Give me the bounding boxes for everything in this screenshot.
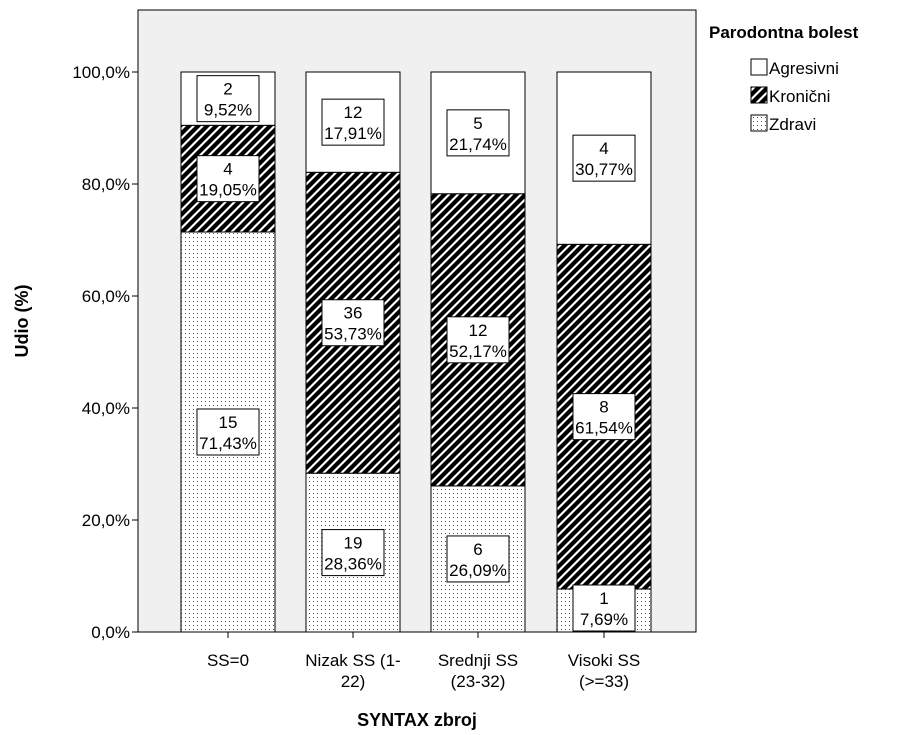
data-label-percent: 52,17% [449,342,507,361]
legend-swatch-kronini [750,86,768,104]
y-tick-label: 40,0% [82,399,130,418]
data-label-count: 4 [223,160,232,179]
x-tick-label: (23-32) [451,672,506,691]
data-label-percent: 71,43% [199,434,257,453]
data-label-count: 2 [223,80,232,99]
data-label-box [196,75,260,123]
y-tick-label: 60,0% [82,287,130,306]
data-label-box [572,584,636,632]
data-label-percent: 7,69% [580,610,628,629]
x-tick-label: Visoki SS [568,651,640,670]
x-tick-label: Srednji SS [438,651,518,670]
y-tick-label: 100,0% [72,63,130,82]
legend-title: Parodontna bolest [709,23,859,42]
legend: Parodontna bolest Agresivni Kronični Zdravi [709,23,859,134]
data-label-percent: 19,05% [199,181,257,200]
y-tick-label: 80,0% [82,175,130,194]
data-label-count: 19 [344,534,363,553]
data-label-count: 8 [599,398,608,417]
x-tick-label: (>=33) [579,672,629,691]
data-label-box [196,408,260,456]
data-label-count: 4 [599,139,608,158]
x-tick-label: 22) [341,672,366,691]
x-tick-label: SS=0 [207,651,249,670]
data-labels: 1571,43%419,05%29,52%1928,36%3653,73%121… [196,75,636,632]
data-label-box [321,299,385,347]
axes: 0,0% 20,0% 40,0% 60,0% 80,0% 100,0% SS=0 Nizak … [12,63,696,730]
data-label-box [321,98,385,146]
data-label-count: 12 [344,103,363,122]
data-label-percent: 9,52% [204,101,252,120]
data-label-count: 36 [344,304,363,323]
y-tick-label: 20,0% [82,511,130,530]
data-label-percent: 30,77% [575,160,633,179]
y-tick-label: 0,0% [91,623,130,642]
data-label-percent: 61,54% [575,419,633,438]
data-label-count: 12 [469,321,488,340]
legend-label: Kronični [769,87,830,106]
data-label-percent: 21,74% [449,135,507,154]
y-axis-title: Udio (%) [12,285,32,358]
data-label-percent: 26,09% [449,561,507,580]
data-label-box [572,134,636,182]
data-label-count: 6 [473,540,482,559]
data-label-count: 5 [473,114,482,133]
x-tick-label: Nizak SS (1- [305,651,400,670]
data-label-count: 1 [599,589,608,608]
data-label-box [446,535,510,583]
data-label-box [446,316,510,364]
legend-swatch-zdravi [750,114,768,132]
data-label-box [572,393,636,441]
legend-label: Zdravi [769,115,816,134]
data-label-box [321,529,385,577]
legend-swatch-agresivni [750,58,768,76]
data-label-percent: 53,73% [324,325,382,344]
x-axis-title: SYNTAX zbroj [357,710,477,730]
legend-label: Agresivni [769,59,839,78]
data-label-box [196,155,260,203]
data-label-count: 15 [219,413,238,432]
data-label-box [446,109,510,157]
data-label-percent: 17,91% [324,124,382,143]
data-label-percent: 28,36% [324,555,382,574]
